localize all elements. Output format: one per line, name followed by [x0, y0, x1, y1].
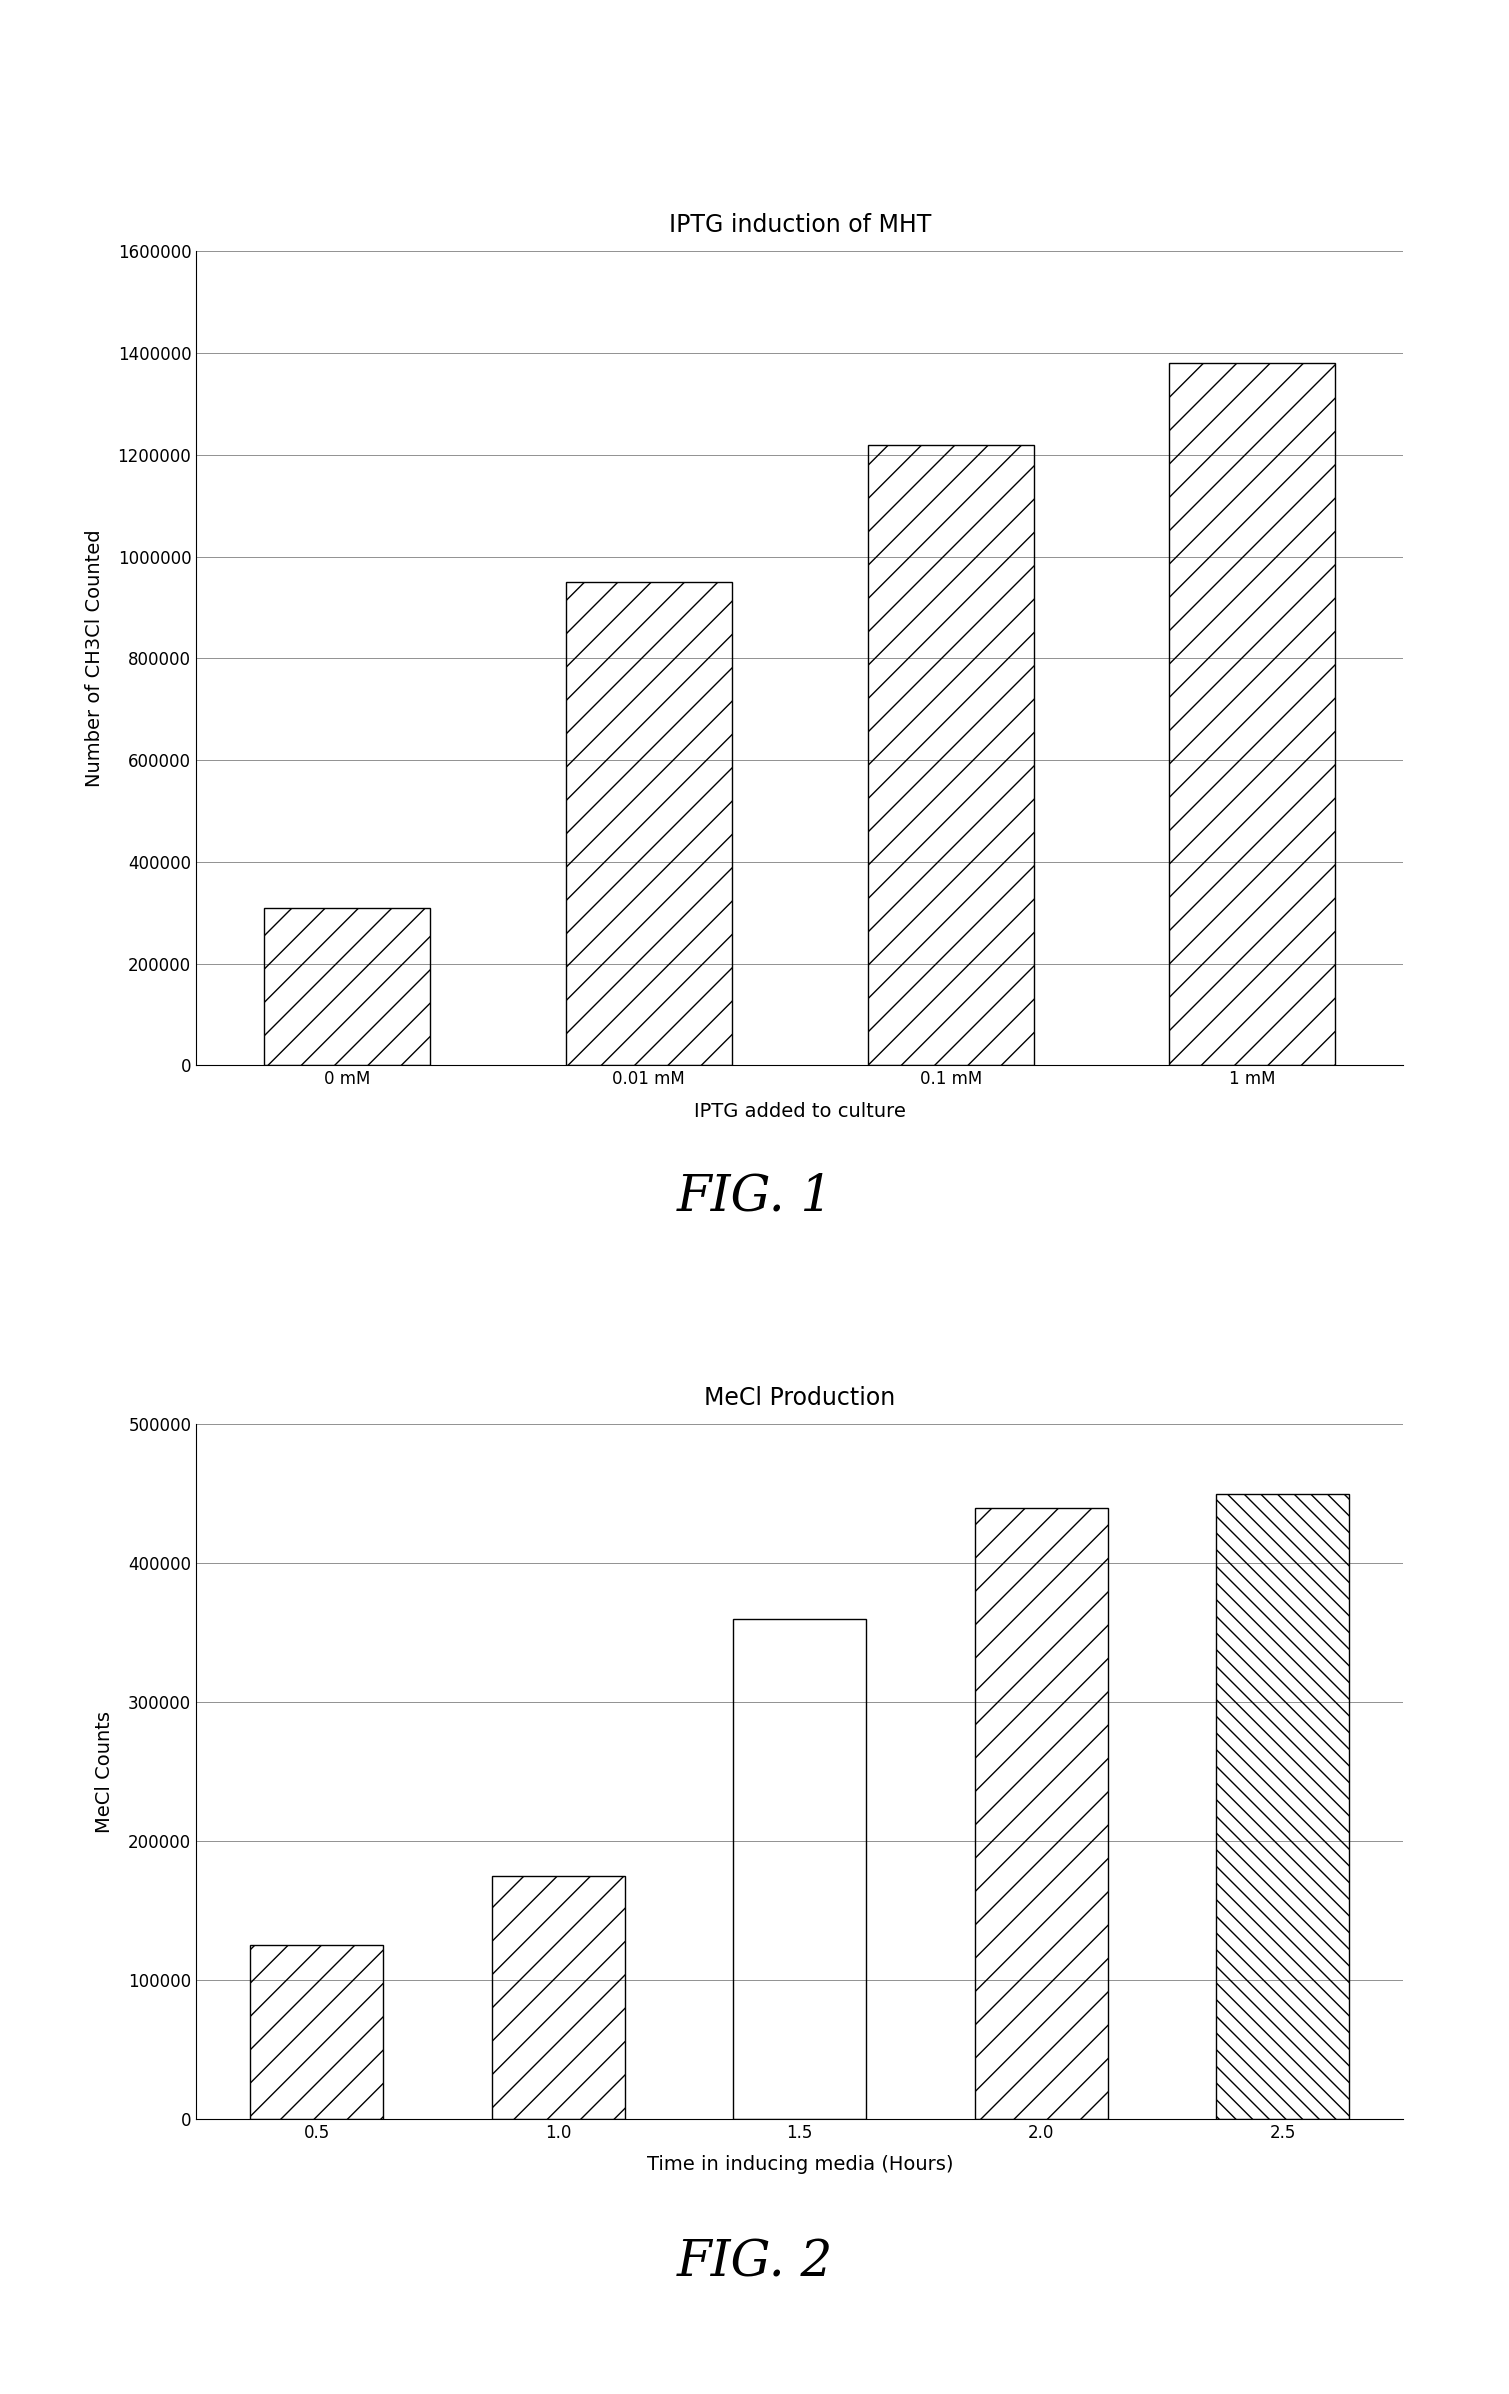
X-axis label: IPTG added to culture: IPTG added to culture: [694, 1101, 905, 1120]
Bar: [1216, 1494, 1349, 2119]
Title: MeCl Production: MeCl Production: [705, 1386, 895, 1410]
Bar: [733, 1618, 866, 2119]
Bar: [1169, 364, 1335, 1065]
Bar: [250, 1944, 383, 2119]
Text: FIG. 1: FIG. 1: [676, 1173, 833, 1221]
Bar: [975, 1508, 1108, 2119]
Text: FIG. 2: FIG. 2: [676, 2238, 833, 2286]
Bar: [264, 907, 430, 1065]
Title: IPTG induction of MHT: IPTG induction of MHT: [668, 213, 931, 237]
Bar: [566, 582, 732, 1065]
Bar: [492, 1877, 625, 2119]
Y-axis label: Number of CH3Cl Counted: Number of CH3Cl Counted: [85, 529, 104, 788]
X-axis label: Time in inducing media (Hours): Time in inducing media (Hours): [646, 2155, 954, 2174]
Y-axis label: MeCl Counts: MeCl Counts: [95, 1712, 115, 1831]
Bar: [868, 445, 1034, 1065]
